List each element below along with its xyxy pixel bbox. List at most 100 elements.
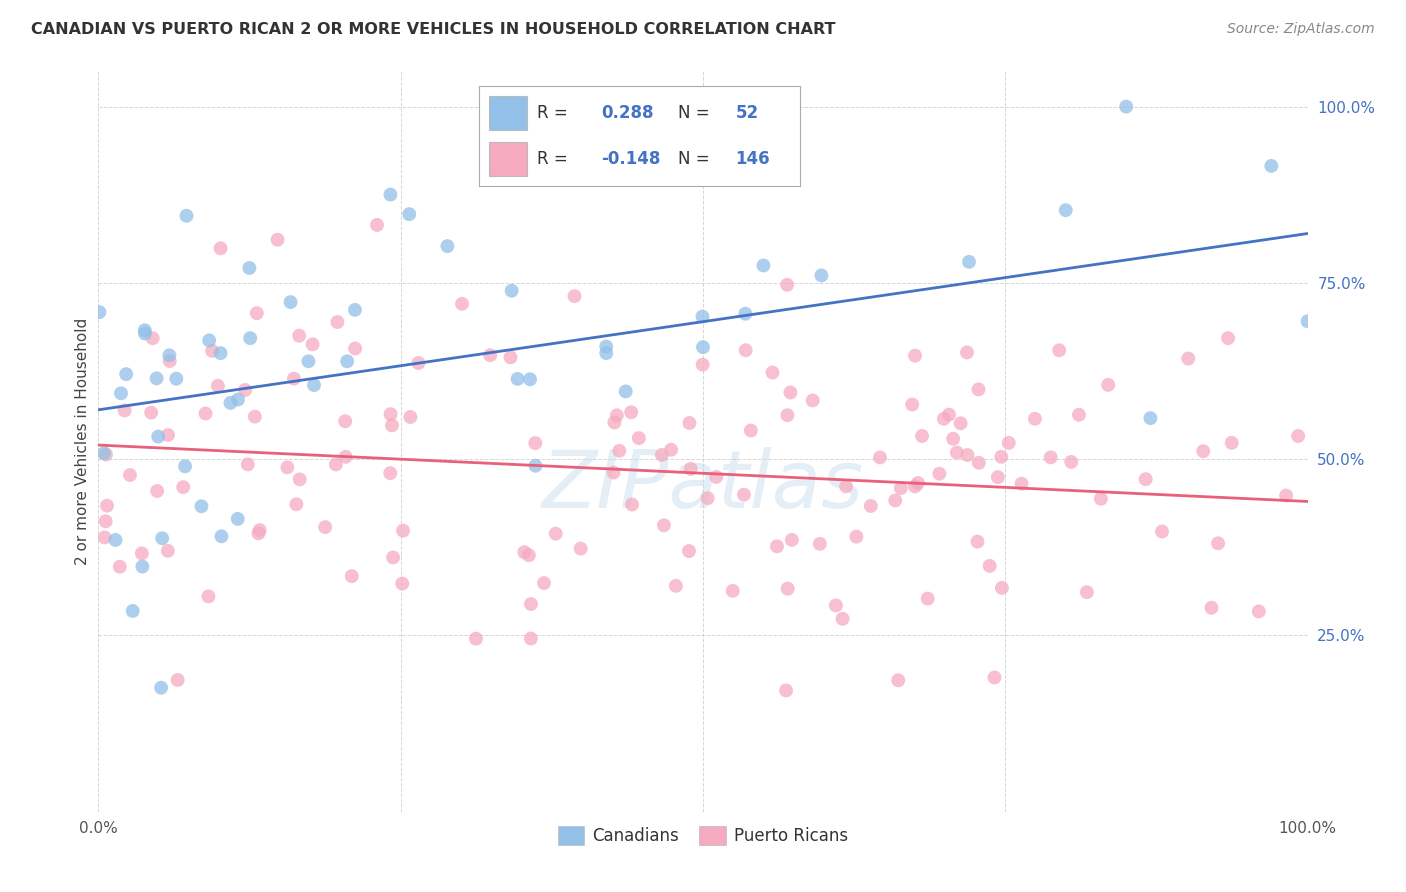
Point [335,414,357,428]
Point [917,591,939,606]
Point [967,383,990,397]
Point [1286,429,1309,443]
Point [121,604,143,618]
Point [734,343,756,358]
Text: CANADIAN VS PUERTO RICAN 2 OR MORE VEHICLES IN HOUSEHOLD CORRELATION CHART: CANADIAN VS PUERTO RICAN 2 OR MORE VEHIC… [31,22,835,37]
Point [380,407,402,421]
Point [1177,351,1199,366]
Point [380,466,402,480]
Point [652,518,675,533]
Point [1296,314,1319,328]
Point [692,340,714,354]
Legend: Canadians, Puerto Ricans: Canadians, Puerto Ricans [551,819,855,852]
Point [465,632,488,646]
Point [845,530,868,544]
Point [436,239,458,253]
Point [219,396,242,410]
Point [1201,600,1223,615]
Point [776,409,799,423]
Point [391,576,413,591]
Point [314,520,336,534]
Point [134,323,156,337]
Point [1039,450,1062,465]
Point [678,544,700,558]
Point [93,531,115,545]
Point [335,450,357,464]
Point [1115,100,1137,114]
Point [172,480,194,494]
Point [1024,411,1046,425]
Point [297,354,319,368]
Point [901,397,924,411]
Point [145,371,167,385]
Point [288,472,311,486]
Point [142,331,165,345]
Point [692,358,714,372]
Point [997,436,1019,450]
Point [678,416,700,430]
Point [520,597,543,611]
Point [942,432,965,446]
Point [911,429,934,443]
Point [733,488,755,502]
Point [607,443,630,458]
Point [776,582,799,596]
Point [928,467,950,481]
Point [520,632,543,646]
Point [302,378,325,392]
Point [967,456,990,470]
Point [659,442,682,457]
Point [150,531,173,545]
Point [620,405,643,419]
Point [96,499,118,513]
Point [1192,444,1215,458]
Point [979,558,1001,573]
Point [752,259,775,273]
Point [344,342,367,356]
Point [890,481,912,495]
Point [808,537,831,551]
Point [198,334,221,348]
Point [956,448,979,462]
Point [104,533,127,547]
Point [380,187,402,202]
Point [1135,472,1157,486]
Point [501,284,523,298]
Point [94,514,117,528]
Point [627,431,650,445]
Point [114,403,136,417]
Point [150,681,173,695]
Point [1247,604,1270,618]
Point [451,297,474,311]
Point [399,409,422,424]
Point [887,673,910,688]
Point [209,346,232,360]
Point [859,499,882,513]
Point [1216,331,1239,345]
Point [209,241,232,255]
Point [696,491,718,505]
Point [1047,343,1070,358]
Point [398,207,420,221]
Point [226,512,249,526]
Y-axis label: 2 or more Vehicles in Household: 2 or more Vehicles in Household [75,318,90,566]
Point [835,479,858,493]
Point [336,354,359,368]
Point [519,372,541,386]
Point [157,428,180,442]
Point [966,534,988,549]
Point [692,310,714,324]
Point [89,305,111,319]
Point [1206,536,1229,550]
Point [761,366,783,380]
Point [226,392,249,407]
Point [1097,377,1119,392]
Point [197,590,219,604]
Point [194,407,217,421]
Point [907,476,929,491]
Point [246,306,269,320]
Point [595,346,617,360]
Point [408,356,430,370]
Point [606,409,628,423]
Point [266,233,288,247]
